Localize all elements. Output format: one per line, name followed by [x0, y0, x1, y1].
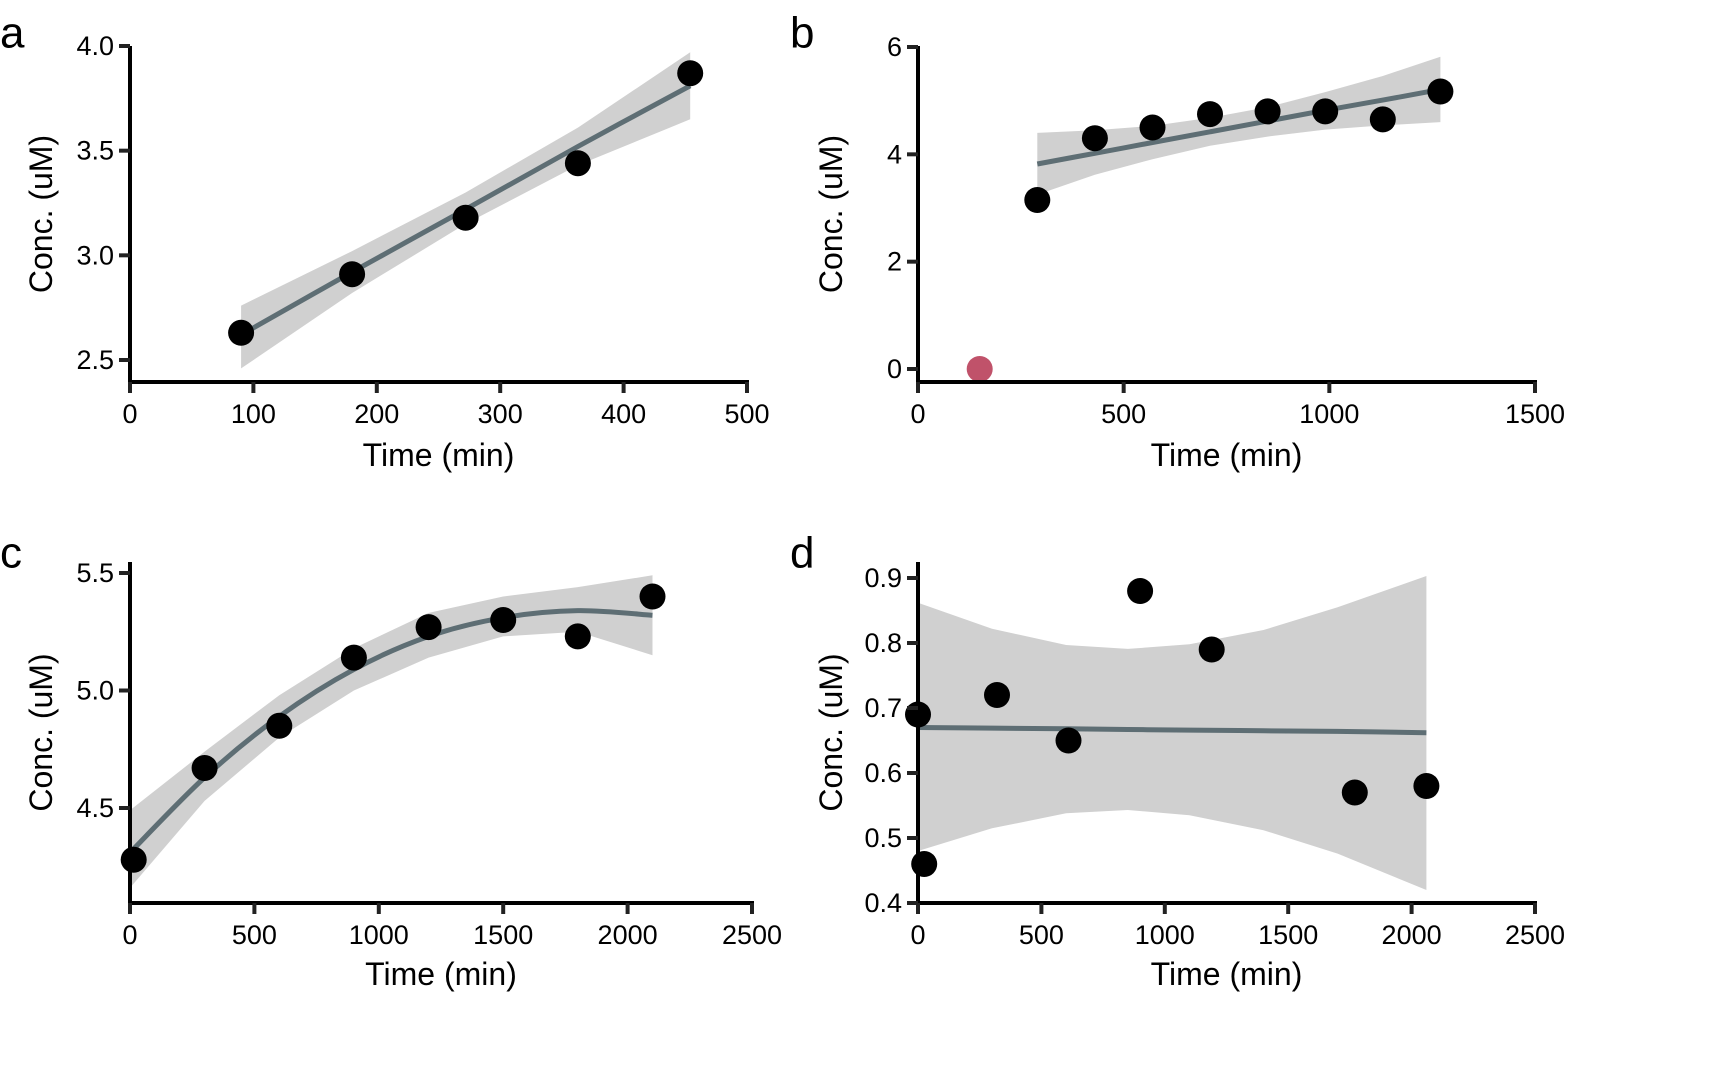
x-tick-label: 0: [122, 399, 137, 429]
data-point: [339, 261, 366, 288]
x-axis-title: Time (min): [365, 956, 517, 992]
data-point: [1413, 773, 1440, 799]
x-tick-label: 500: [1019, 920, 1064, 950]
panel-c: c 0 500 1000 1500 2000 2500 4.5 5.0 5.5 Time (min)…: [0, 529, 782, 992]
data-point: [1341, 779, 1368, 806]
data-point: [984, 682, 1010, 708]
panel-letter: a: [0, 9, 25, 58]
y-tick-label: 3.0: [76, 240, 114, 270]
data-point: [639, 583, 666, 610]
x-tick-label: 0: [910, 920, 925, 950]
panel-letter: d: [790, 529, 814, 578]
panel-letter: c: [0, 529, 22, 578]
panel-b: b 0 500 1000 1500 0 2 4 6 Time (min) Conc. (uM): [790, 9, 1565, 473]
x-axis-title: Time (min): [1151, 437, 1303, 473]
fit-line: [1036, 86, 1441, 167]
x-tick-label: 200: [354, 399, 399, 429]
data-point: [1055, 727, 1082, 754]
data-point: [1254, 98, 1281, 125]
y-tick-label: 0.7: [864, 693, 902, 723]
y-tick-label: 5.0: [76, 676, 114, 706]
x-tick-label: 1000: [1299, 399, 1359, 429]
y-tick-label: 6: [887, 32, 902, 62]
x-tick-label: 300: [478, 399, 523, 429]
y-tick-label: 0.5: [864, 823, 902, 853]
data-point: [677, 60, 704, 87]
y-tick-label: 2: [887, 247, 902, 277]
data-point: [452, 204, 479, 231]
x-tick-label: 1000: [1135, 920, 1195, 950]
data-point: [1197, 101, 1223, 128]
panel-d: d 0 500 1000 1500 2000 2500 0.4 0.5 0.6 0.7 0.8 0.9 T…: [790, 529, 1565, 992]
x-tick-label: 1500: [473, 920, 533, 950]
panel-letter: b: [790, 9, 814, 58]
x-tick-label: 500: [232, 920, 277, 950]
confidence-band: [130, 575, 653, 888]
x-tick-label: 500: [1101, 399, 1146, 429]
y-axis-title: Conc. (uM): [23, 135, 59, 293]
x-tick-label: 2000: [1382, 920, 1442, 950]
x-tick-label: 400: [601, 399, 646, 429]
x-tick-label: 1500: [1258, 920, 1318, 950]
y-tick-label: 2.5: [76, 345, 114, 375]
data-point: [266, 712, 293, 739]
data-point: [1198, 636, 1225, 663]
data-point: [228, 319, 255, 346]
x-tick-label: 0: [910, 399, 925, 429]
y-tick-label: 0.9: [864, 563, 902, 593]
confidence-band: [918, 576, 1427, 890]
data-point: [1127, 578, 1154, 604]
data-point: [340, 644, 367, 671]
y-tick-label: 4.0: [76, 31, 114, 61]
y-tick-label: 0: [887, 354, 902, 384]
y-tick-label: 0.4: [864, 888, 902, 918]
data-point: [564, 623, 591, 650]
data-point: [966, 356, 993, 382]
data-point: [1427, 78, 1454, 105]
fit-line: [917, 725, 1427, 736]
data-point: [191, 755, 218, 781]
data-point: [415, 614, 442, 641]
data-point: [120, 846, 147, 873]
data-point: [1312, 98, 1339, 125]
y-tick-label: 0.6: [864, 758, 902, 788]
data-point: [1024, 187, 1051, 213]
data-point: [911, 851, 938, 877]
x-tick-label: 0: [122, 920, 137, 950]
data-point: [1139, 114, 1166, 141]
x-tick-label: 500: [724, 399, 769, 429]
y-axis-title: Conc. (uM): [813, 653, 849, 811]
x-tick-label: 1500: [1505, 399, 1565, 429]
data-point: [1369, 106, 1396, 133]
data-point: [1081, 125, 1108, 152]
panel-a: a 0 100 200 300 400 500 2.5 3.0 3.5 4.0 Time (min) C…: [0, 9, 770, 473]
x-tick-label: 2500: [722, 920, 782, 950]
data-point: [490, 607, 517, 633]
y-tick-label: 3.5: [76, 136, 114, 166]
x-tick-label: 100: [231, 399, 276, 429]
x-axis-title: Time (min): [363, 437, 515, 473]
y-tick-label: 4.5: [76, 793, 114, 823]
y-axis-title: Conc. (uM): [23, 653, 59, 811]
x-tick-label: 2000: [598, 920, 658, 950]
x-tick-label: 1000: [349, 920, 409, 950]
y-tick-label: 5.5: [76, 558, 114, 588]
y-tick-label: 0.8: [864, 628, 902, 658]
y-tick-label: 4: [887, 139, 902, 169]
y-axis-title: Conc. (uM): [813, 135, 849, 293]
x-axis-title: Time (min): [1151, 956, 1303, 992]
data-point: [564, 150, 591, 177]
x-tick-label: 2500: [1505, 920, 1565, 950]
